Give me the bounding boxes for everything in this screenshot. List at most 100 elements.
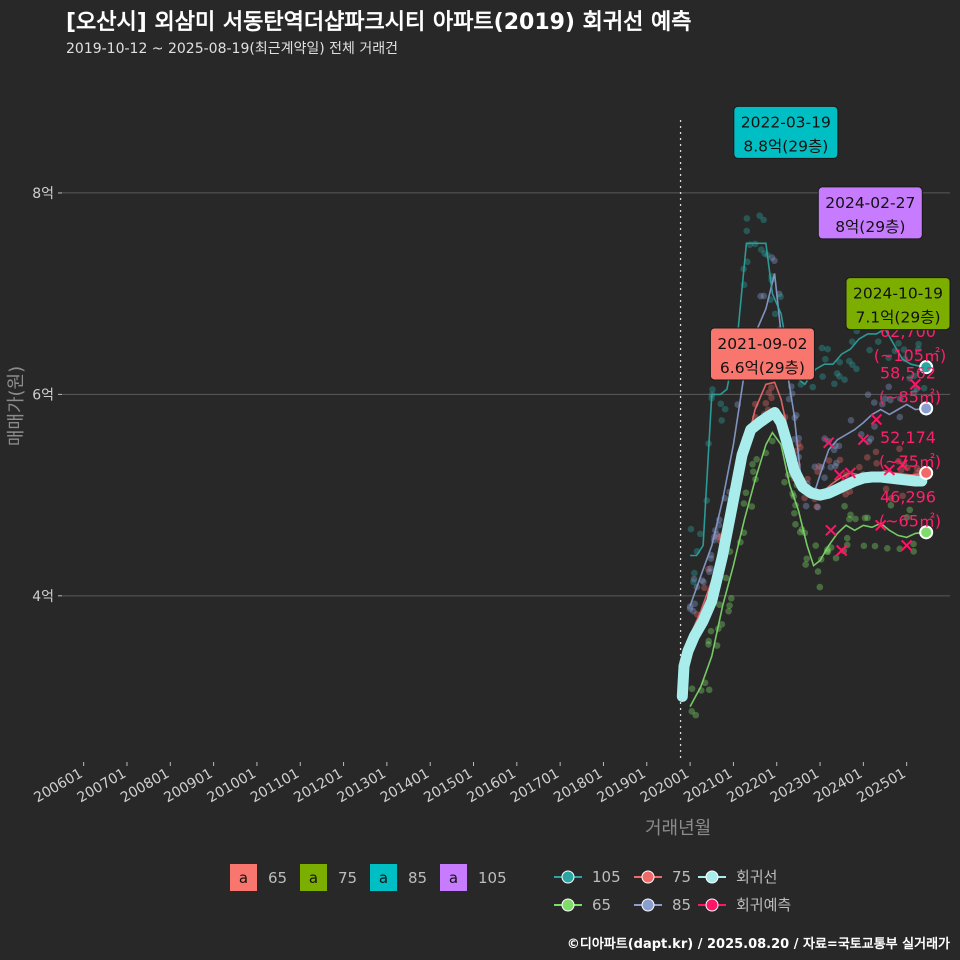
- trade-point-105: [915, 340, 922, 348]
- trade-point-65: [742, 489, 750, 497]
- series-end-point: [919, 465, 934, 480]
- trade-point-85: [832, 462, 839, 470]
- forecast-marker: [833, 469, 846, 481]
- x-tick-label: 202401: [811, 766, 865, 807]
- trade-point-65: [847, 511, 854, 519]
- trade-point-105: [824, 345, 831, 353]
- legend-key-marker: [641, 898, 655, 912]
- trade-point-105: [866, 346, 873, 354]
- trade-point-65: [728, 595, 735, 602]
- trade-point-65: [906, 506, 914, 514]
- forecast-marker-stroke: [857, 433, 870, 446]
- trade-point-85: [897, 395, 904, 402]
- trade-point-85: [686, 605, 694, 612]
- annotation-box: [817, 186, 923, 240]
- trade-point-65: [860, 542, 868, 550]
- trade-point-85: [771, 257, 778, 264]
- trade-point-105: [920, 384, 928, 392]
- legend-label-85: 85: [408, 869, 427, 887]
- series-lines-layer: [676, 242, 934, 707]
- trade-point-75: [896, 445, 903, 453]
- trade-point-65: [841, 502, 848, 510]
- trade-point-105: [845, 357, 853, 365]
- legend-layer: a 65 a 75 a 85 a 105 105 75 회귀선 65 85 회귀예측: [230, 864, 791, 914]
- end-label-value: 58,562: [880, 363, 936, 382]
- trade-point-65: [812, 542, 820, 549]
- trade-point-85: [768, 254, 776, 261]
- trade-point-65: [843, 534, 851, 542]
- trade-point-105: [743, 215, 751, 222]
- trade-point-75: [804, 475, 811, 483]
- trade-point-85: [864, 391, 872, 398]
- legend-key-85: [634, 898, 662, 912]
- trade-point-105: [836, 373, 843, 380]
- trade-point-85: [811, 463, 819, 471]
- series-line-65: [689, 431, 925, 707]
- trade-point-85: [867, 435, 875, 442]
- trade-point-65: [705, 686, 713, 694]
- trade-point-75: [768, 394, 775, 402]
- trade-point-65: [692, 711, 700, 719]
- series-end-point: [919, 525, 934, 540]
- forecast-marker: [857, 433, 870, 446]
- end-label-size: (~85㎡): [879, 387, 941, 406]
- x-tick-label: 200701: [75, 766, 129, 807]
- trade-point-105: [822, 355, 829, 363]
- x-tick-label: 201501: [421, 766, 475, 807]
- legend-key-label: 85: [672, 896, 691, 914]
- forecast-marker-stroke: [896, 459, 909, 471]
- forecast-marker: [909, 378, 922, 391]
- legend-key-label: 회귀선: [736, 868, 777, 886]
- legend-key-marker: [561, 870, 575, 884]
- legend-key-marker: [705, 898, 719, 912]
- trade-point-85: [707, 565, 714, 572]
- forecast-marker-stroke: [844, 467, 857, 479]
- trade-point-65: [791, 509, 798, 517]
- end-label-value: 52,174: [880, 428, 936, 447]
- legend-swatch-glyph: a: [239, 869, 248, 887]
- trade-point-85: [870, 399, 878, 406]
- trade-point-65: [802, 561, 809, 568]
- trade-point-85: [887, 396, 894, 404]
- trade-point-75: [882, 485, 890, 493]
- trade-point-75: [814, 468, 821, 475]
- legend-swatch-75: [300, 864, 327, 891]
- forecast-marker-stroke: [900, 539, 913, 552]
- trade-point-65: [832, 554, 840, 562]
- trade-point-105: [848, 338, 856, 345]
- trade-point-105: [900, 346, 908, 353]
- annotation-date: 2021-09-02: [717, 335, 807, 353]
- forecast-marker: [844, 467, 857, 479]
- trade-point-75: [765, 389, 773, 397]
- trade-point-105: [818, 344, 826, 352]
- annotation-date: 2024-10-19: [853, 285, 943, 303]
- forecast-marker-stroke: [870, 413, 883, 426]
- trade-point-65: [688, 708, 696, 715]
- x-tick-label: 201401: [378, 766, 432, 807]
- trade-point-65: [796, 528, 804, 536]
- end-label-size: (~65㎡): [879, 511, 941, 530]
- x-tick-label: 201201: [291, 766, 345, 807]
- trade-point-85: [830, 446, 838, 454]
- trade-point-65: [816, 583, 824, 591]
- trade-point-65: [781, 478, 788, 486]
- trade-point-105: [771, 310, 779, 318]
- trade-point-85: [700, 578, 707, 586]
- x-tick-label: 201101: [248, 766, 302, 807]
- trade-point-105: [709, 386, 716, 393]
- y-tick-label: 6억: [32, 387, 54, 403]
- legend-key-65: [554, 898, 582, 912]
- trade-point-65: [861, 514, 869, 522]
- trade-point-65: [792, 521, 799, 528]
- x-axis-title: 거래년월: [645, 818, 711, 839]
- trade-point-105: [777, 293, 784, 300]
- trade-point-105: [703, 497, 711, 504]
- legend-swatch-glyph: a: [449, 869, 458, 887]
- trade-point-65: [887, 501, 895, 509]
- trade-point-65: [705, 641, 712, 648]
- x-tick-label: 202001: [638, 766, 692, 807]
- trade-point-85: [835, 442, 843, 450]
- legend-key-marker: [705, 870, 719, 884]
- annotation-date: 2022-03-19: [741, 113, 831, 131]
